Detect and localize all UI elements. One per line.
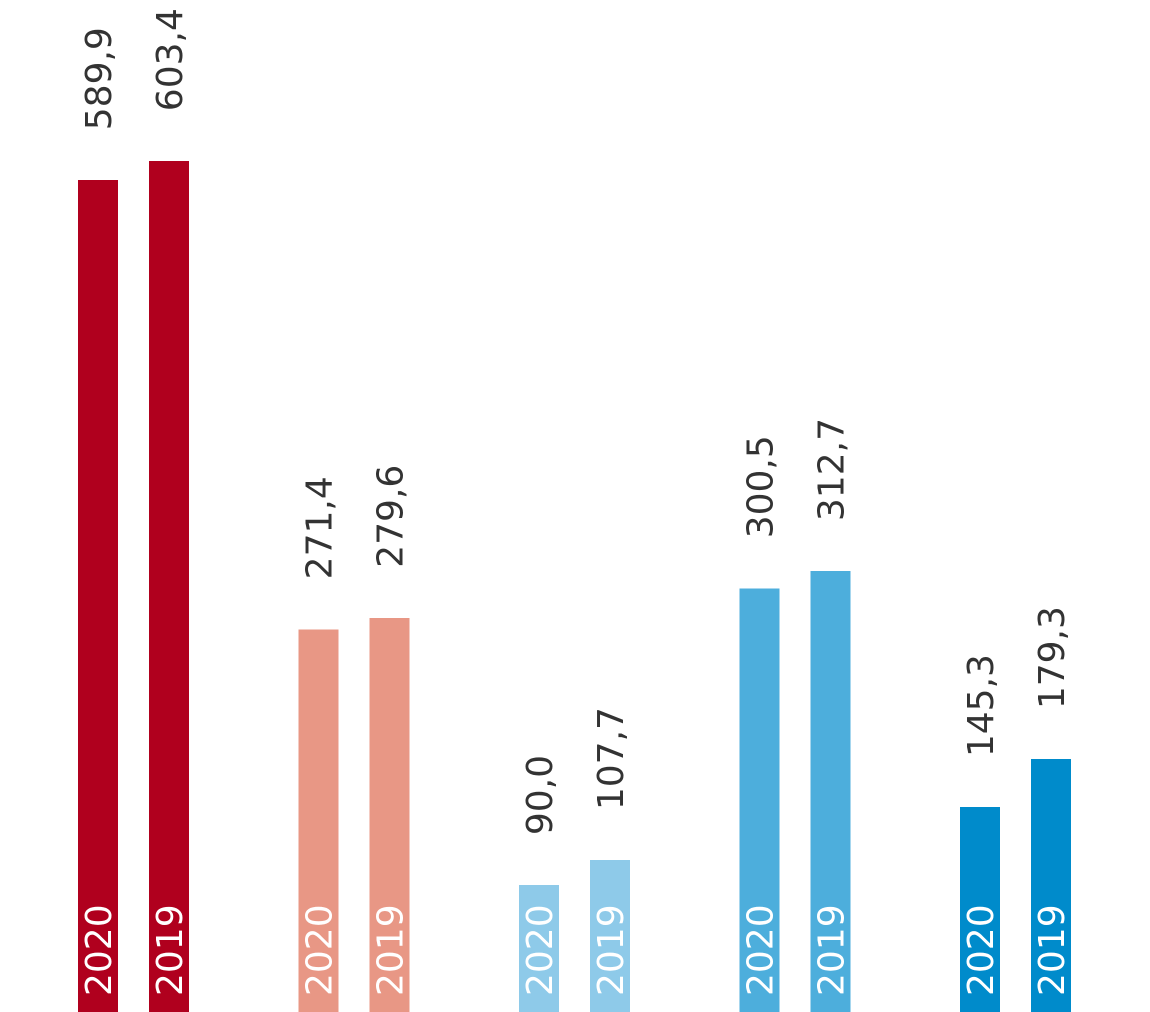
bar-group: 145,3 2020 179,3 2019 <box>960 606 1073 1012</box>
value-label: 603,4 <box>150 8 191 111</box>
bar-2019 <box>369 617 410 1012</box>
bar-group: 589,9 2020 603,4 2019 <box>78 8 191 1012</box>
value-label: 312,7 <box>812 418 853 521</box>
year-label: 2019 <box>371 904 412 996</box>
bar-group: 90,0 2020 107,7 2019 <box>519 707 632 1012</box>
value-label: 90,0 <box>520 755 561 835</box>
year-label: 2019 <box>1032 904 1073 996</box>
bar-2020 <box>739 588 780 1012</box>
year-label: 2020 <box>520 904 561 996</box>
value-label: 145,3 <box>961 654 1002 757</box>
year-label: 2020 <box>961 904 1002 996</box>
bar-2020 <box>960 807 1000 1012</box>
bar-2020 <box>78 180 118 1012</box>
bar-group: 300,5 2020 312,7 2019 <box>739 418 853 1012</box>
value-label: 179,3 <box>1032 606 1073 709</box>
value-label: 107,7 <box>591 707 632 810</box>
year-label: 2019 <box>812 904 853 996</box>
bar-2020 <box>519 885 559 1012</box>
year-label: 2019 <box>150 904 191 996</box>
year-label: 2019 <box>591 904 632 996</box>
bar-2020 <box>298 629 339 1012</box>
year-label: 2020 <box>79 904 120 996</box>
bar-group: 271,4 2020 279,6 2019 <box>298 465 412 1012</box>
bar-2019 <box>810 571 851 1012</box>
year-label: 2020 <box>300 904 341 996</box>
value-label: 300,5 <box>741 435 782 538</box>
value-label: 589,9 <box>79 27 120 130</box>
bar-2019 <box>1031 759 1071 1012</box>
value-label: 271,4 <box>300 476 341 579</box>
value-label: 279,6 <box>371 465 412 568</box>
bar-2019 <box>590 860 630 1012</box>
bar-2019 <box>149 161 189 1012</box>
bars-layer: 589,92020603,42019271,42020279,6201990,0… <box>78 8 1073 1012</box>
year-label: 2020 <box>741 904 782 996</box>
